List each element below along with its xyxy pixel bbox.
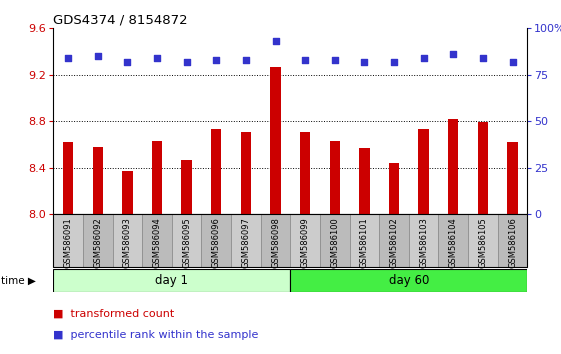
Point (211, 57, 220, 63)
Bar (300, 132, 310, 354)
Point (419, 55, 428, 61)
Point (389, 59, 398, 65)
Text: GSM586094: GSM586094 (153, 217, 162, 268)
Point (182, 59, 191, 65)
Text: GSM586098: GSM586098 (271, 217, 280, 268)
Text: GSM586099: GSM586099 (301, 217, 310, 268)
Bar (439, 214, 468, 267)
Bar (201, 214, 231, 267)
Text: GSM586102: GSM586102 (389, 217, 398, 268)
Bar (478, 122, 488, 354)
Bar (419, 129, 429, 354)
Bar (270, 67, 280, 354)
Text: day 1: day 1 (155, 274, 188, 287)
Bar (320, 214, 350, 267)
Bar (93, 147, 103, 354)
Bar (152, 141, 162, 354)
Bar (142, 214, 172, 267)
Bar (290, 269, 527, 292)
Bar (379, 214, 409, 267)
Text: day 60: day 60 (389, 274, 429, 287)
Point (508, 59, 517, 65)
Point (123, 59, 132, 65)
Point (479, 55, 488, 61)
Text: GSM586101: GSM586101 (360, 217, 369, 268)
Bar (329, 141, 340, 354)
Point (449, 51, 458, 57)
Bar (53, 269, 290, 292)
Bar (53, 214, 83, 267)
Point (301, 57, 310, 63)
Bar (359, 148, 370, 354)
Text: GSM586093: GSM586093 (123, 217, 132, 268)
Bar (113, 214, 142, 267)
Text: GSM586104: GSM586104 (449, 217, 458, 268)
Bar (498, 214, 527, 267)
Point (360, 59, 369, 65)
Bar (231, 214, 261, 267)
Bar (261, 214, 291, 267)
Text: ■  transformed count: ■ transformed count (53, 308, 174, 318)
Point (330, 57, 339, 63)
Bar (409, 214, 439, 267)
Bar (181, 160, 192, 354)
Point (153, 55, 162, 61)
Text: GDS4374 / 8154872: GDS4374 / 8154872 (53, 13, 188, 27)
Bar (211, 129, 222, 354)
Point (271, 39, 280, 44)
Text: time ▶: time ▶ (1, 275, 36, 286)
Bar (468, 214, 498, 267)
Text: GSM586096: GSM586096 (211, 217, 220, 268)
Text: GSM586092: GSM586092 (93, 217, 102, 268)
Text: GSM586103: GSM586103 (419, 217, 428, 268)
Bar (122, 171, 132, 354)
Text: GSM586106: GSM586106 (508, 217, 517, 268)
Text: GSM586097: GSM586097 (241, 217, 250, 268)
Bar (350, 214, 379, 267)
Text: GSM586095: GSM586095 (182, 217, 191, 268)
Bar (63, 142, 73, 354)
Bar (241, 132, 251, 354)
Text: GSM586100: GSM586100 (330, 217, 339, 268)
Point (241, 57, 250, 63)
Bar (507, 142, 518, 354)
Text: ■  percentile rank within the sample: ■ percentile rank within the sample (53, 330, 259, 339)
Bar (448, 119, 458, 354)
Bar (83, 214, 113, 267)
Bar (389, 163, 399, 354)
Bar (290, 214, 320, 267)
Text: GSM586105: GSM586105 (479, 217, 488, 268)
Bar (172, 214, 201, 267)
Point (93, 53, 102, 59)
Text: GSM586091: GSM586091 (63, 217, 72, 268)
Point (63, 55, 72, 61)
